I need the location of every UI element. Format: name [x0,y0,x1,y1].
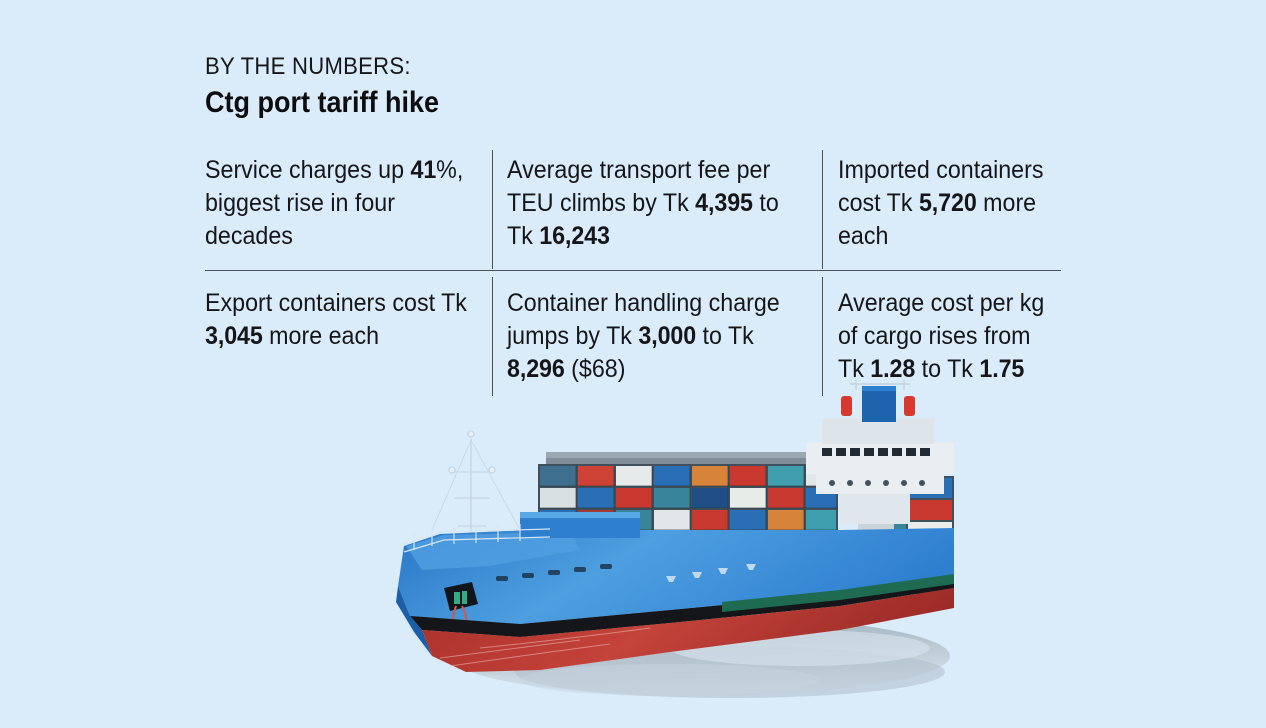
fact-text: Average transport fee per TEU climbs by … [507,156,779,250]
fact-cell-cost-per-kg-cargo: Average cost per kg of cargo rises from … [823,271,1061,404]
fact-text: Container handling charge jumps by Tk 3,… [507,289,780,383]
fact-cell-imported-containers: Imported containers cost Tk 5,720 more e… [823,148,1061,271]
container-ship-icon [396,380,954,698]
fact-cell-export-containers: Export containers cost Tk 3,045 more eac… [205,271,493,404]
hull [396,512,954,672]
fact-text: Imported containers cost Tk 5,720 more e… [838,156,1044,250]
page-heading: BY THE NUMBERS: Ctg port tariff hike [205,53,965,121]
kicker-label: BY THE NUMBERS: [205,53,411,80]
fact-cell-container-handling-charge: Container handling charge jumps by Tk 3,… [493,271,823,404]
fact-cell-transport-fee-per-teu: Average transport fee per TEU climbs by … [493,148,823,271]
fact-text: Average cost per kg of cargo rises from … [838,289,1045,383]
fact-text: Service charges up 41%, biggest rise in … [205,156,464,250]
container-ship-illustration [370,380,970,728]
page-title: Ctg port tariff hike [205,85,439,119]
fact-cell-service-charges: Service charges up 41%, biggest rise in … [205,148,493,271]
funnel [862,386,896,422]
foremast [431,430,521,562]
facts-grid: Service charges up 41%, biggest rise in … [205,148,1061,404]
fact-text: Export containers cost Tk 3,045 more eac… [205,289,467,350]
